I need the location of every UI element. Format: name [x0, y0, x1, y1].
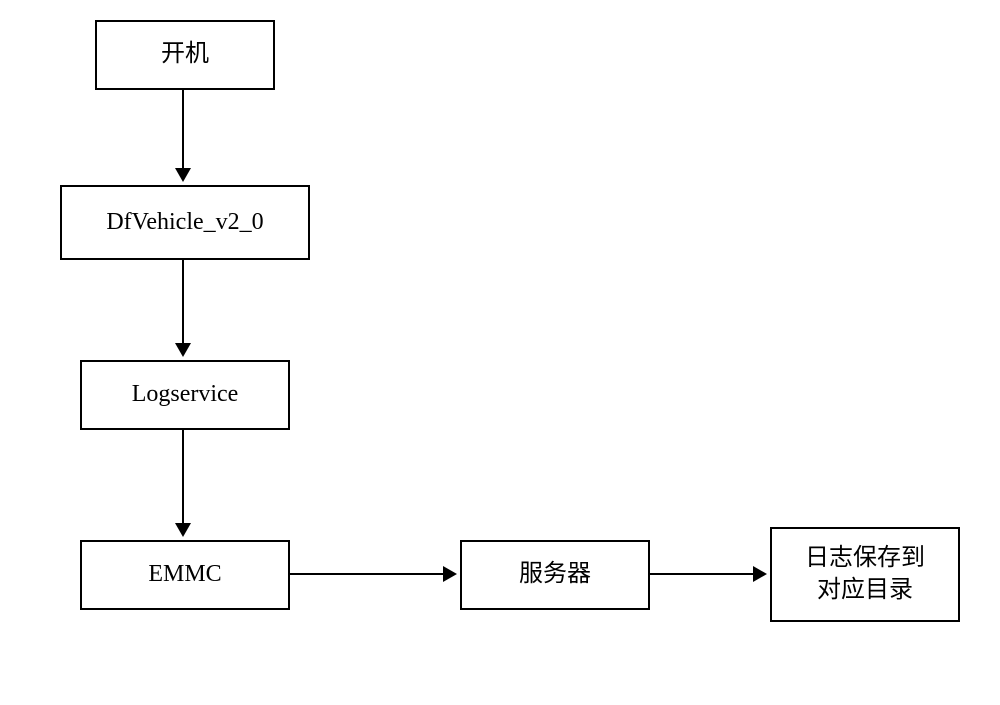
flowchart-node-savelog: 日志保存到 对应目录	[770, 527, 960, 622]
arrow-line	[290, 573, 445, 575]
arrow-head	[175, 343, 191, 357]
node-label: Logservice	[132, 379, 239, 410]
arrow-head	[175, 523, 191, 537]
arrow-line	[650, 573, 755, 575]
flowchart-node-emmc: EMMC	[80, 540, 290, 610]
arrow-line	[182, 430, 184, 525]
flowchart-node-server: 服务器	[460, 540, 650, 610]
flowchart-node-start: 开机	[95, 20, 275, 90]
arrow-head	[443, 566, 457, 582]
arrow-line	[182, 90, 184, 170]
arrow-head	[175, 168, 191, 182]
flowchart-node-dfvehicle: DfVehicle_v2_0	[60, 185, 310, 260]
node-label: EMMC	[148, 559, 221, 590]
arrow-head	[753, 566, 767, 582]
arrow-line	[182, 260, 184, 345]
flowchart-node-logservice: Logservice	[80, 360, 290, 430]
node-label: 开机	[161, 39, 209, 70]
node-label: 日志保存到 对应目录	[805, 543, 925, 605]
node-label: 服务器	[519, 559, 591, 590]
node-label: DfVehicle_v2_0	[106, 207, 263, 238]
